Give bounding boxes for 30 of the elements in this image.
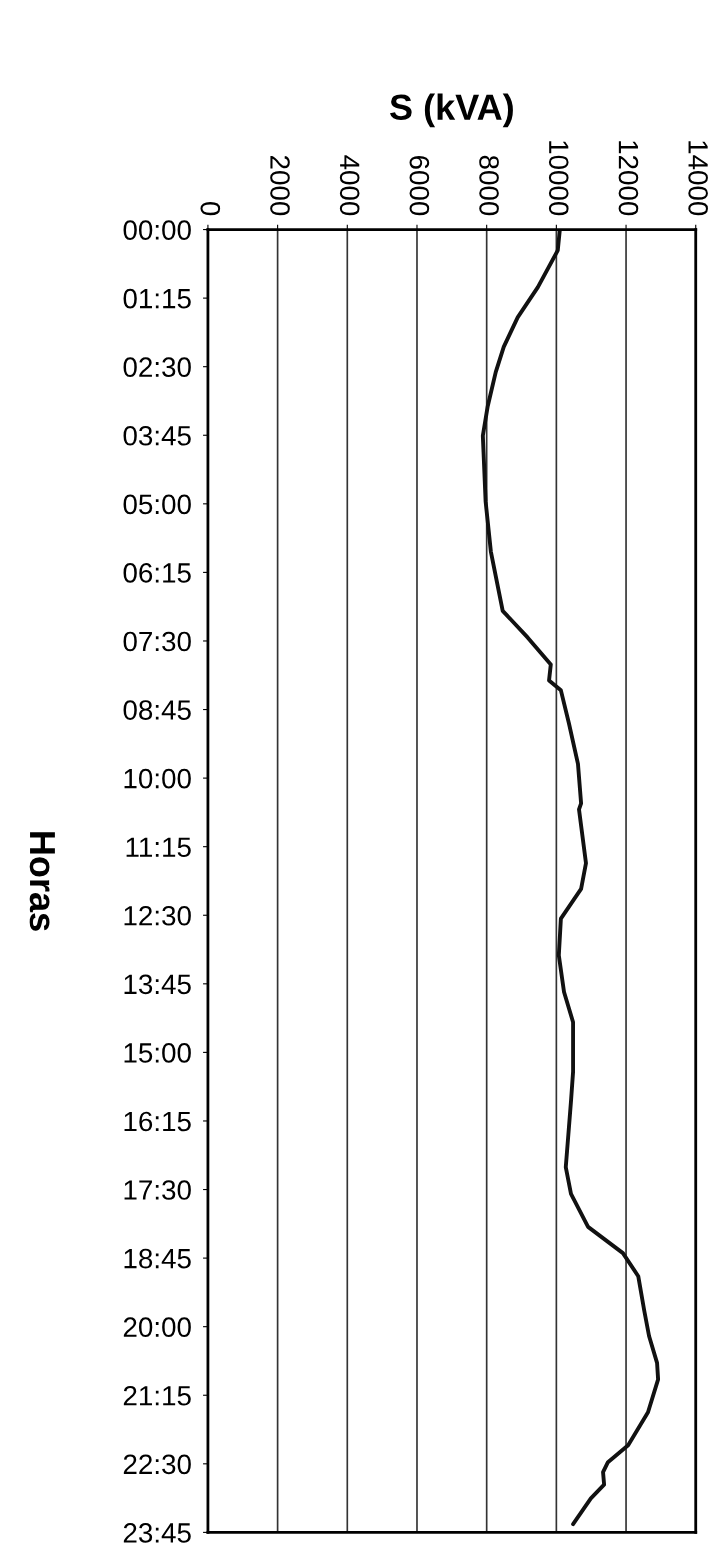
x-tick-label: 12000 bbox=[618, 141, 639, 216]
y-tick-label: 06:15 bbox=[123, 563, 191, 583]
y-tick-label: 18:45 bbox=[124, 1248, 191, 1269]
x-axis-title: S (kVA) bbox=[389, 93, 513, 128]
x-tick-label: 14000 bbox=[688, 141, 708, 216]
x-tick-label: 0 bbox=[200, 201, 221, 216]
y-tick-label: 11:15 bbox=[126, 837, 191, 858]
x-tick-label: 2000 bbox=[270, 155, 290, 216]
y-tick-label: 08:45 bbox=[123, 700, 191, 720]
y-tick-label: 16:15 bbox=[124, 1111, 191, 1132]
x-tick-label: 6000 bbox=[409, 155, 430, 216]
y-tick-label: 21:15 bbox=[123, 1385, 191, 1406]
y-tick-label: 23:45 bbox=[123, 1523, 191, 1543]
y-tick-label: 10:00 bbox=[124, 768, 191, 789]
y-tick-label: 02:30 bbox=[123, 357, 191, 378]
y-tick-label: 17:30 bbox=[124, 1180, 191, 1200]
y-tick-label: 07:30 bbox=[123, 631, 191, 652]
y-tick-label: 01:15 bbox=[123, 288, 191, 309]
y-tick-label: 03:45 bbox=[123, 425, 191, 446]
x-tick-label: 10000 bbox=[548, 141, 569, 216]
y-axis-title: Horas bbox=[29, 832, 55, 931]
y-tick-label: 15:00 bbox=[124, 1043, 191, 1063]
y-tick-label: 12:30 bbox=[124, 905, 191, 926]
y-tick-label: 00:00 bbox=[123, 220, 191, 240]
y-tick-label: 05:00 bbox=[123, 494, 191, 515]
y-tick-label: 22:30 bbox=[123, 1454, 191, 1475]
x-tick-label: 8000 bbox=[479, 155, 499, 216]
y-tick-label: 20:00 bbox=[123, 1317, 191, 1338]
x-tick-label: 4000 bbox=[339, 155, 360, 216]
y-tick-label: 13:45 bbox=[124, 974, 191, 995]
